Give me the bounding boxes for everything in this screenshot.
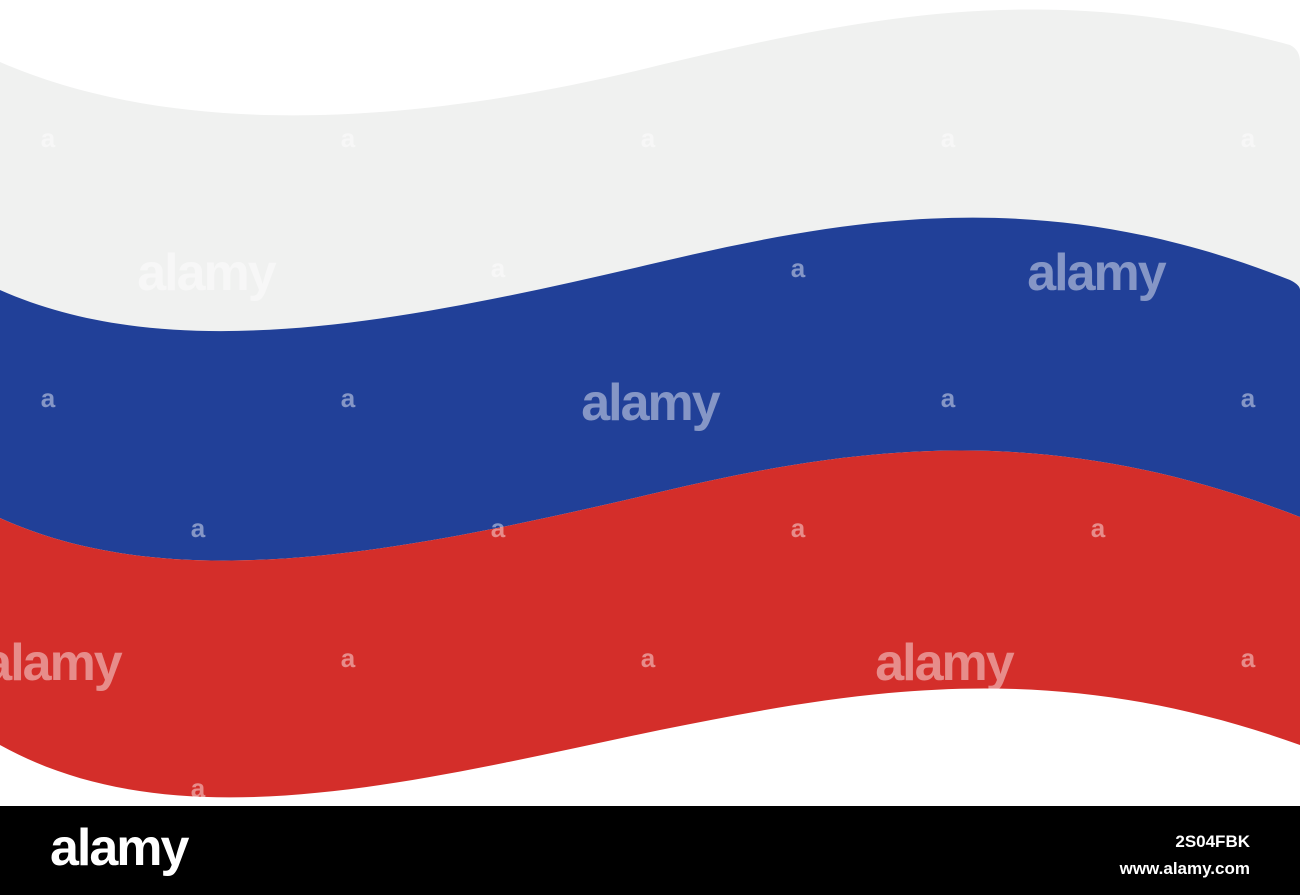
alamy-logo: alamy <box>50 819 189 877</box>
watermark-glyph: a <box>941 123 956 153</box>
watermark-glyph: a <box>491 253 506 283</box>
russian-flag: alamy alamy alamy alamy alamy a a a a a … <box>0 9 1300 803</box>
watermark-logo: alamy <box>0 634 123 692</box>
image-meta: 2S04FBK www.alamy.com <box>1120 828 1250 882</box>
watermark-glyph: a <box>1241 123 1256 153</box>
watermark-glyph: a <box>1091 513 1106 543</box>
watermark-glyph: a <box>1241 383 1256 413</box>
watermark-glyph: a <box>791 253 806 283</box>
watermark-glyph: a <box>191 773 206 803</box>
watermark-glyph: a <box>41 383 56 413</box>
watermark-logo: alamy <box>875 634 1015 692</box>
watermark-logo: alamy <box>1027 244 1167 302</box>
watermark-glyph: a <box>341 123 356 153</box>
watermark-glyph: a <box>641 643 656 673</box>
flag-white-stripe <box>0 9 1300 332</box>
watermark-glyph: a <box>641 123 656 153</box>
watermark-glyph: a <box>341 643 356 673</box>
watermark-glyph: a <box>941 383 956 413</box>
stock-footer-bar: alamy 2S04FBK www.alamy.com <box>0 806 1300 895</box>
watermark-layer: alamy alamy alamy alamy alamy a a a a a … <box>0 123 1256 803</box>
watermark-logo: alamy <box>137 244 277 302</box>
image-id: 2S04FBK <box>1175 832 1250 851</box>
watermark-logo: alamy <box>581 374 721 432</box>
watermark-glyph: a <box>491 513 506 543</box>
site-url: www.alamy.com <box>1119 859 1250 878</box>
flag-blue-stripe <box>0 217 1300 561</box>
flag-red-stripe <box>0 450 1300 798</box>
watermark-glyph: a <box>41 123 56 153</box>
watermark-glyph: a <box>1241 643 1256 673</box>
watermark-glyph: a <box>791 513 806 543</box>
watermark-glyph: a <box>341 383 356 413</box>
watermark-glyph: a <box>191 513 206 543</box>
